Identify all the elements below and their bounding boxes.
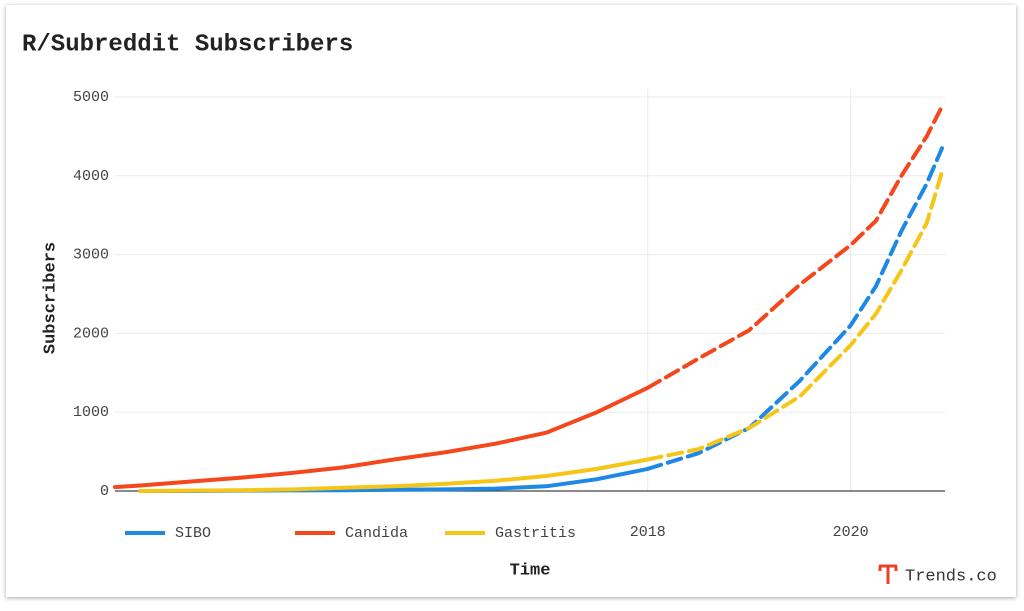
y-axis-label: Subscribers: [41, 242, 60, 354]
y-tick-label: 3000: [73, 247, 109, 264]
series-line: [645, 146, 944, 471]
x-axis-label: Time: [510, 561, 551, 580]
y-tick-label: 4000: [73, 168, 109, 185]
frame: [6, 5, 1016, 597]
y-tick-label: 2000: [73, 325, 109, 342]
watermark-text: Trends.co: [905, 567, 997, 586]
legend-label: SIBO: [175, 525, 211, 542]
watermark: Trends.co: [878, 564, 997, 586]
chart-title: R/Subreddit Subscribers: [22, 31, 353, 58]
series-line: [138, 457, 650, 493]
x-tick-label: 2018: [630, 524, 666, 541]
series-line: [645, 169, 944, 462]
y-tick-label: 1000: [73, 404, 109, 421]
x-tick-label: 2020: [833, 524, 869, 541]
legend-label: Candida: [345, 525, 408, 542]
y-tick-label: 5000: [73, 89, 109, 106]
legend-label: Gastritis: [495, 525, 576, 542]
y-tick-label: 0: [100, 483, 109, 500]
series-line: [645, 104, 944, 390]
series-line: [113, 385, 650, 490]
